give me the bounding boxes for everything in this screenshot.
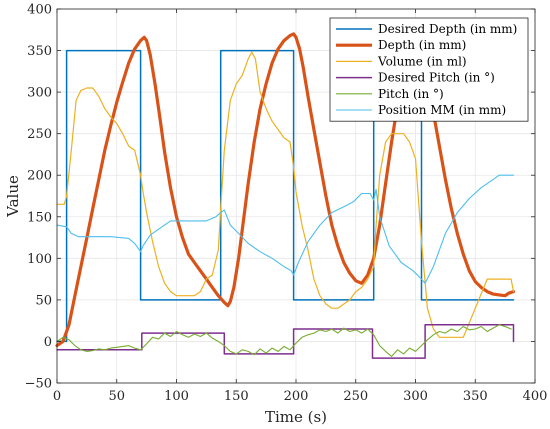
tick-labels: 0 50 100 150 200 250 300 350 400−500501001502002… — [25, 3, 548, 405]
y-tick-label: 50 — [35, 293, 52, 308]
x-tick-label: 400 — [523, 389, 548, 404]
x-tick-label: 350 — [463, 389, 488, 404]
x-axis-label: Time (s) — [265, 408, 327, 426]
x-tick-label: 200 — [284, 389, 309, 404]
series-line-5 — [56, 174, 515, 284]
x-tick-label: 0 — [53, 389, 61, 404]
y-tick-label: 250 — [27, 127, 52, 142]
series-layer — [55, 32, 516, 359]
y-axis-label: Value — [4, 175, 22, 218]
legend-entry: Desired Pitch (in °) — [378, 71, 495, 85]
legend-entry: Position MM (in mm) — [378, 103, 506, 117]
x-tick-label: 300 — [403, 389, 428, 404]
series-line-4 — [56, 324, 512, 357]
y-tick-label: 100 — [27, 252, 52, 267]
y-tick-label: 200 — [27, 169, 52, 184]
legend-entry: Volume (in ml) — [377, 54, 467, 68]
series-line-3 — [56, 324, 515, 359]
y-tick-label: −50 — [25, 377, 52, 392]
legend-entry: Depth (in mm) — [378, 38, 466, 52]
legend: Desired Depth (in mm) Depth (in mm) Volume… — [329, 17, 529, 122]
legend-entry: Desired Depth (in mm) — [378, 22, 517, 36]
x-tick-label: 150 — [224, 389, 249, 404]
y-tick-label: 350 — [27, 44, 52, 59]
y-tick-label: 150 — [27, 210, 52, 225]
series-line-2 — [56, 51, 515, 338]
x-tick-label: 50 — [108, 389, 125, 404]
legend-entry: Pitch (in °) — [378, 87, 444, 101]
y-tick-label: 400 — [27, 3, 52, 18]
y-tick-label: 300 — [27, 86, 52, 101]
x-tick-label: 250 — [343, 389, 368, 404]
legend-box — [329, 17, 529, 122]
y-tick-label: 0 — [44, 335, 52, 350]
x-tick-label: 100 — [164, 389, 189, 404]
